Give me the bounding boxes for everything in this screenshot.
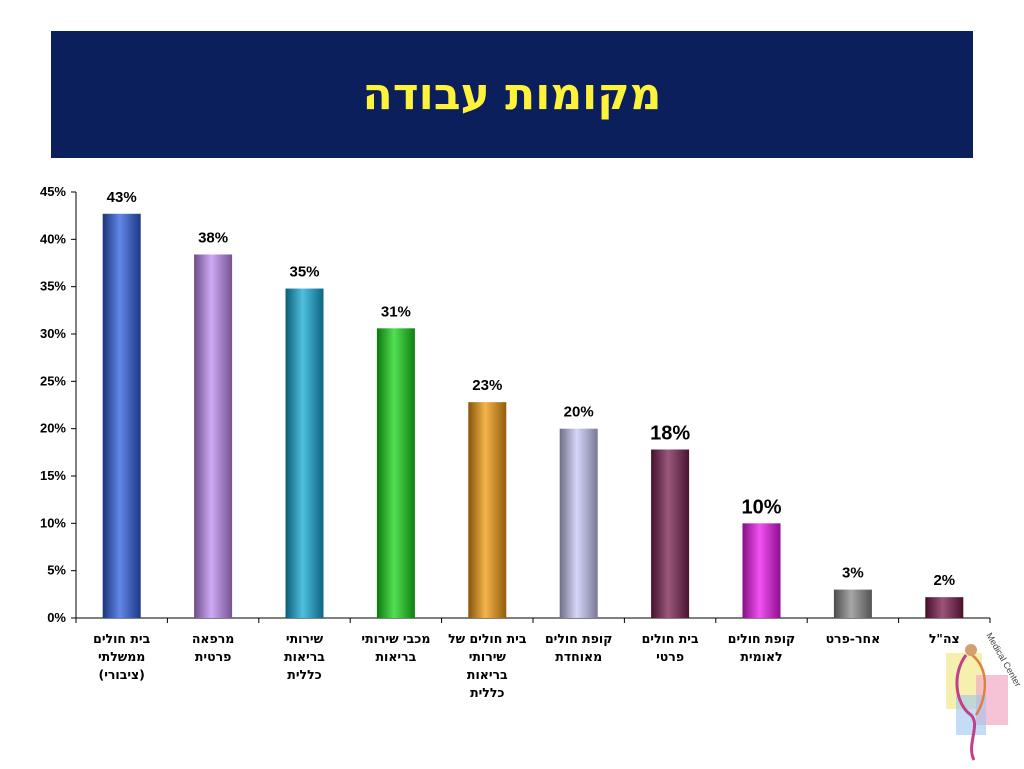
y-tick-label: 35%	[40, 279, 66, 294]
bar	[651, 449, 690, 618]
category-label: שירותי בריאות כללית	[284, 631, 325, 682]
category-label: קופת חולים מאוחדת	[544, 631, 613, 664]
data-label: 38%	[198, 229, 228, 246]
y-tick-label: 15%	[40, 468, 66, 483]
data-label: 3%	[842, 565, 864, 582]
category-label: בית חולים פרטי	[641, 631, 699, 664]
category-label: קופת חולים לאומית	[727, 631, 796, 664]
data-label: 2%	[933, 572, 955, 589]
category-label: צה"ל	[928, 631, 960, 646]
y-tick-label: 10%	[40, 515, 66, 530]
bar	[925, 597, 964, 618]
y-tick-label: 40%	[40, 231, 66, 246]
data-label: 43%	[107, 189, 137, 206]
medical-center-logo: Medical Center	[926, 615, 1023, 765]
y-tick-label: 20%	[40, 421, 66, 436]
bar	[742, 523, 781, 618]
data-label: 20%	[564, 404, 594, 421]
slide-title: מקומות עבודה	[362, 69, 662, 120]
category-label: מכבי שירותי בריאות	[361, 631, 431, 664]
bar	[833, 589, 872, 618]
bar	[468, 402, 507, 618]
bar	[102, 213, 141, 619]
y-tick-label: 30%	[40, 326, 66, 341]
data-label: 35%	[289, 264, 319, 281]
bar	[285, 288, 324, 618]
title-bar: מקומות עבודה	[51, 31, 973, 158]
data-label: 18%	[650, 422, 690, 444]
data-label: 23%	[472, 377, 502, 394]
y-tick-label: 5%	[47, 563, 66, 578]
category-label: מרפאה פרטית	[191, 631, 235, 664]
data-label: 31%	[381, 303, 411, 320]
bar	[376, 328, 415, 618]
category-label: בית חולים ממשלתי (ציבורי)	[93, 631, 151, 682]
bar	[559, 428, 598, 618]
y-tick-label: 0%	[47, 610, 66, 625]
y-tick-label: 25%	[40, 373, 66, 388]
y-tick-label: 45%	[40, 184, 66, 199]
category-label: בית חולים של שירותי בריאות כללית	[448, 631, 527, 700]
category-label: אחר-פרט	[825, 631, 881, 646]
bar	[194, 254, 233, 619]
data-label: 10%	[741, 496, 781, 518]
